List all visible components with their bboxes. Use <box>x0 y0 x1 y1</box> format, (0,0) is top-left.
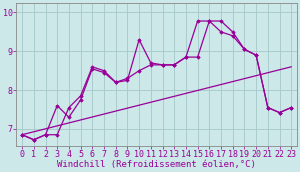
X-axis label: Windchill (Refroidissement éolien,°C): Windchill (Refroidissement éolien,°C) <box>57 160 256 169</box>
